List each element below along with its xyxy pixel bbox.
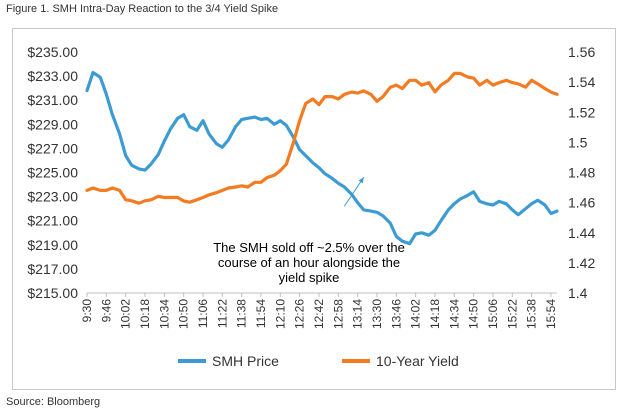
- x-tick-label: 11:54: [254, 299, 268, 328]
- x-tick-label: 12:42: [312, 299, 326, 329]
- legend: SMH Price 10-Year Yield: [178, 353, 459, 369]
- annotation-arrow: [343, 177, 365, 207]
- left-y-tick-label: $223.00: [27, 189, 78, 205]
- x-tick-label: 14:18: [428, 299, 442, 329]
- x-tick-label: 11:38: [235, 299, 249, 328]
- x-tick-label: 9:30: [80, 299, 94, 323]
- left-y-tick-label: $235.00: [27, 44, 78, 60]
- x-tick-label: 12:10: [273, 299, 287, 329]
- x-tick-label: 10:02: [119, 299, 133, 329]
- x-tick-label: 12:26: [293, 299, 307, 329]
- left-y-tick-label: $219.00: [27, 237, 78, 253]
- left-y-tick-label: $233.00: [27, 68, 78, 84]
- left-y-tick-label: $215.00: [27, 285, 78, 301]
- left-y-tick-label: $227.00: [27, 140, 78, 156]
- right-y-tick-label: 1.54: [568, 74, 595, 90]
- smh-price-line: [85, 70, 559, 246]
- x-tick-label: 10:18: [138, 299, 152, 329]
- x-tick-label: 11:22: [215, 299, 229, 328]
- right-y-tick-label: 1.42: [568, 255, 595, 271]
- left-y-tick-label: $231.00: [27, 92, 78, 108]
- x-axis: 9:30 9:46 10:02 10:18 10:34 10:50 11:06 11:22 11…: [80, 293, 558, 329]
- x-tick-label: 14:34: [447, 299, 461, 329]
- right-y-tick-label: 1.52: [568, 104, 595, 120]
- left-y-tick-label: $217.00: [27, 261, 78, 277]
- figure-title: Figure 1. SMH Intra-Day Reaction to the …: [6, 3, 279, 15]
- x-tick-label: 10:50: [177, 299, 191, 329]
- chart-frame: [12, 28, 616, 390]
- source-note: Source: Bloomberg: [6, 396, 101, 408]
- x-tick-label: 13:46: [389, 299, 403, 329]
- x-tick-label: 9:46: [99, 299, 113, 323]
- left-y-tick-label: $221.00: [27, 213, 78, 229]
- series-layer: [85, 70, 559, 246]
- x-tick-label: 15:54: [544, 299, 558, 329]
- right-y-tick-label: 1.48: [568, 165, 595, 181]
- legend-label: SMH Price: [212, 353, 279, 369]
- left-y-tick-label: $225.00: [27, 165, 78, 181]
- x-tick-label: 15:22: [505, 299, 519, 329]
- right-axis: 1.56 1.54 1.52 1.5 1.48 1.46 1.44 1.42 1.4: [568, 44, 595, 301]
- left-y-tick-label: $229.00: [27, 116, 78, 132]
- x-tick-label: 15:06: [486, 299, 500, 329]
- annotation-arrowhead: [358, 177, 364, 184]
- right-y-tick-label: 1.4: [568, 285, 588, 301]
- annotation-text-line: yield spike: [279, 270, 340, 285]
- x-tick-label: 13:30: [370, 299, 384, 329]
- x-tick-label: 13:14: [351, 299, 365, 329]
- ten-year-yield-line: [85, 71, 559, 205]
- x-tick-label: 10:34: [157, 299, 171, 329]
- right-y-tick-label: 1.46: [568, 195, 595, 211]
- right-y-tick-label: 1.56: [568, 44, 595, 60]
- x-tick-label: 14:50: [467, 299, 481, 329]
- right-y-tick-label: 1.5: [568, 134, 588, 150]
- annotation-text-line: The SMH sold off ~2.5% over the: [213, 240, 405, 255]
- right-y-tick-label: 1.44: [568, 225, 595, 241]
- x-tick-label: 15:38: [525, 299, 539, 329]
- annotation-text-line: course of an hour alongside the: [218, 255, 400, 270]
- left-axis: $235.00 $233.00 $231.00 $229.00 $227.00 $225.…: [27, 44, 78, 301]
- x-tick-label: 12:58: [331, 299, 345, 329]
- legend-label: 10-Year Yield: [376, 353, 459, 369]
- x-tick-label: 14:02: [409, 299, 423, 329]
- x-tick-label: 11:06: [196, 299, 210, 328]
